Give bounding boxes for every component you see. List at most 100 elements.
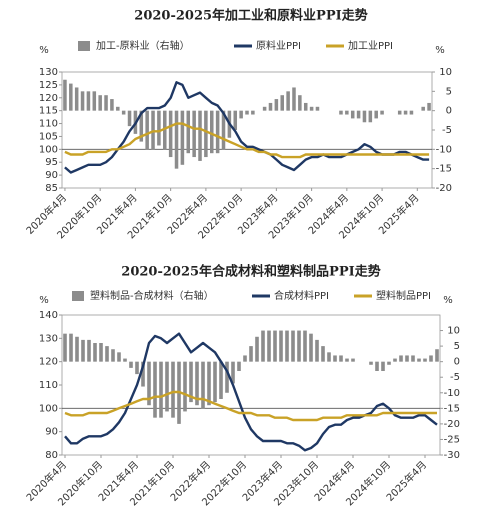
bar [86,91,91,111]
y2-unit: % [443,295,453,306]
bar [231,361,235,384]
bar [195,361,199,406]
bar [239,110,243,119]
y2-tick-label: -5 [450,372,460,383]
bar [303,102,308,111]
bar [286,91,290,111]
bar [387,361,391,365]
bar [127,110,132,127]
bar [186,110,191,154]
bar [321,346,325,362]
bar [147,361,151,406]
bar [261,330,265,362]
bar [135,361,139,375]
y-tick-label: 125 [39,80,58,91]
y-tick-label: 130 [39,67,58,78]
y2-tick-label: -15 [436,164,452,175]
bar [280,95,284,111]
bar [309,333,313,362]
bar [139,110,144,142]
y-tick-label: 110 [39,119,58,130]
chart-title: 2020-2025年加工业和原料业PPI走势 [134,8,367,24]
bar [403,110,408,115]
bar [327,352,331,362]
bar [351,358,355,362]
y-unit: % [39,295,49,306]
bar [411,355,415,362]
bar [174,110,179,169]
bar [303,330,307,362]
bar [423,358,427,362]
y-tick-label: 90 [45,427,58,438]
y-tick-label: 115 [39,106,58,117]
bar [189,361,193,403]
bar [99,343,103,362]
y2-tick-label: 0 [446,106,452,117]
bar [362,110,367,123]
y-tick-label: 120 [39,357,58,368]
y2-tick-label: 0 [454,357,460,368]
legend-label: 塑料制品PPI [376,289,431,302]
bar [145,110,149,150]
bar [129,361,133,368]
bar [369,361,373,365]
bar [237,361,241,371]
legend-label: 塑料制品-合成材料（右轴） [90,289,214,302]
bar [368,110,373,123]
bar [215,110,220,154]
y-tick-label: 90 [45,170,58,181]
bar [339,110,343,115]
bar [375,361,379,371]
bar [198,110,202,161]
bar [251,110,255,115]
line [64,332,438,452]
bar [183,361,187,412]
bar [345,110,349,115]
y2-tick-label: -10 [444,388,460,399]
bar [63,333,67,362]
y2-tick-label: -25 [444,434,460,445]
y-tick-label: 100 [39,403,58,414]
bar [291,330,295,362]
line [64,81,430,174]
bar [233,110,238,130]
y2-tick-label: 10 [447,326,460,337]
y2-tick-label: -20 [444,419,460,430]
y-tick-label: 95 [45,157,58,168]
bar [315,339,319,362]
y2-tick-label: -10 [436,144,452,155]
bar [180,110,185,165]
bar [210,110,214,154]
bar [285,330,289,362]
legend-swatch [78,41,90,51]
y2-unit: % [435,45,445,56]
bar [417,358,421,362]
bar [157,110,161,146]
bar [201,361,205,409]
bar [315,106,320,111]
bar [219,361,223,399]
bar [192,110,196,158]
y-tick-label: 120 [39,93,58,104]
bar [267,330,271,362]
bar [374,110,378,119]
bar [249,346,253,362]
y2-tick-label: 5 [454,341,460,352]
bar [111,349,115,362]
bar [123,358,127,362]
bar [153,361,157,418]
bar [393,358,397,362]
bar [435,349,439,362]
y-unit: % [39,45,49,56]
y-tick-label: 85 [45,183,58,194]
bar [309,106,314,111]
bar [381,361,385,371]
bar [268,102,273,111]
bar [168,110,173,158]
bar [262,106,267,111]
chart-title: 2020-2025年合成材料和塑料制品PPI走势 [121,264,380,280]
bar [104,95,108,111]
bar [427,102,431,111]
plot-frame [61,71,433,189]
bar [69,333,73,362]
